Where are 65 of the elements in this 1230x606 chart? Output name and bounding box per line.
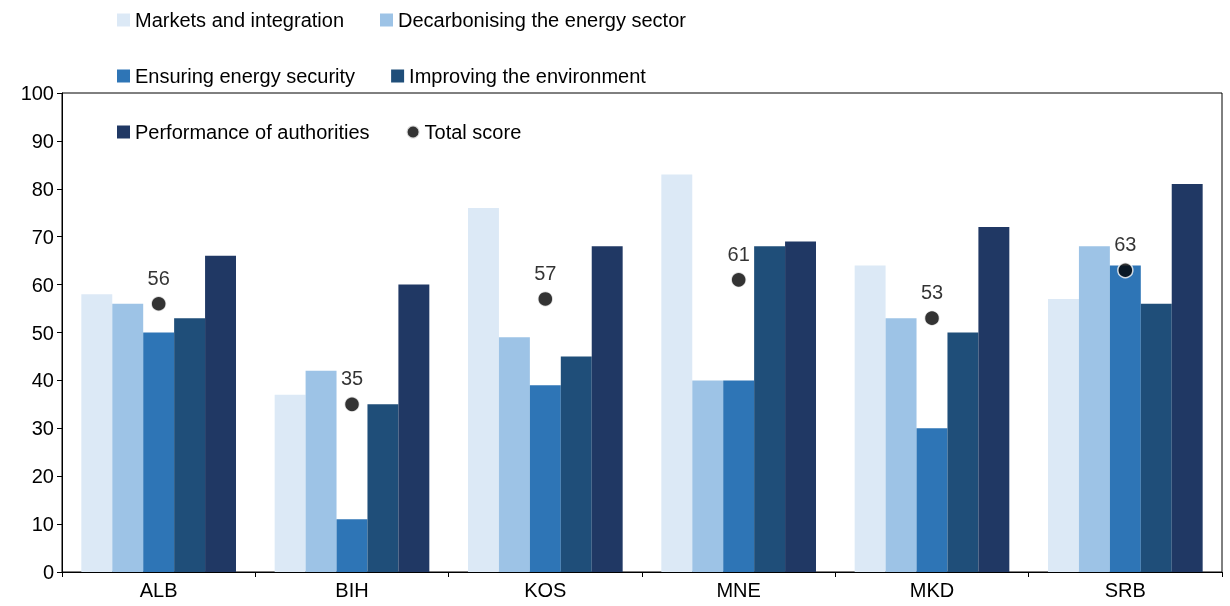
point [923,309,941,327]
legend-label: Ensuring energy security [135,65,356,87]
point [537,290,554,308]
legend-label: Total score [424,121,522,143]
bar [1140,303,1172,572]
legend-label: Markets and integration [135,9,345,31]
data-label: 63 [1114,232,1137,255]
x-tick-label: MNE [716,579,761,601]
bar [529,385,561,572]
bar [591,246,623,572]
x-tick-label: MKD [909,579,955,601]
legend-label: Improving the environment [409,65,647,87]
bar [174,318,206,572]
bar [947,332,979,572]
bar [398,284,430,572]
bar [1171,184,1203,572]
y-tick-label: 10 [31,513,54,536]
y-tick-label: 0 [42,561,54,583]
y-tick-label: 80 [31,177,54,200]
y-tick-label: 60 [31,273,54,296]
bar [785,241,816,572]
bar [274,394,306,572]
point [730,271,747,289]
bar [692,380,724,572]
y-tick-label: 90 [31,129,54,152]
bar [854,265,886,572]
data-label: 61 [727,242,750,265]
data-label: 57 [534,261,557,284]
bar [81,294,113,572]
bar [143,332,175,572]
y-tick-label: 20 [31,465,54,488]
y-tick-label: 50 [31,321,54,344]
bar [560,356,592,572]
point [1117,261,1134,279]
data-label: 53 [920,280,944,303]
legend-label: Performance of authorities [135,121,370,143]
y-tick-label: 100 [20,82,54,104]
bar [1048,298,1079,572]
bar [916,428,948,572]
bar [367,404,399,572]
bar [885,318,917,572]
point [343,396,361,413]
bar [112,303,144,572]
x-tick-label: BIH [335,579,369,601]
bar [336,519,368,572]
bar [661,174,693,572]
bar [498,337,530,572]
y-tick-label: 30 [31,417,54,440]
x-tick-label: KOS [524,579,567,601]
bar [723,380,755,572]
legend-label: Decarbonising the energy sector [398,9,687,31]
y-tick-label: 40 [31,369,54,392]
data-label: 35 [340,367,364,390]
bar [1109,265,1141,572]
bar [754,246,786,572]
bar [1078,246,1110,572]
bar [468,207,499,572]
x-tick-label: SRB [1104,579,1146,601]
data-label: 56 [147,266,170,289]
x-tick-label: ALB [139,579,178,601]
bar [978,227,1010,572]
y-tick-label: 70 [31,225,54,248]
point [150,295,167,313]
bar [205,255,236,572]
bar [305,370,337,572]
